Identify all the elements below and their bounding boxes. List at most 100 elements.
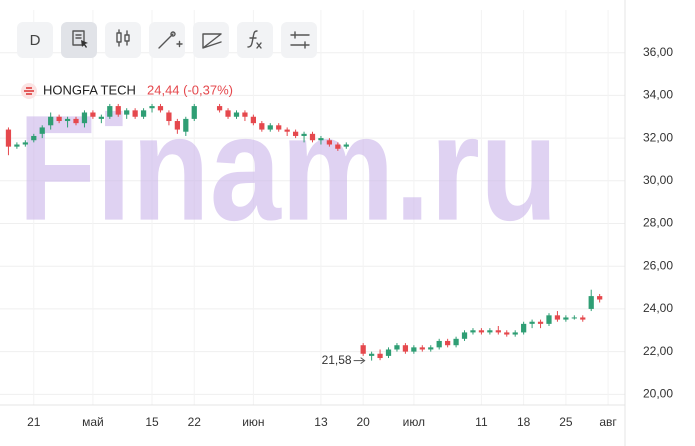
- candle-body: [56, 116, 62, 122]
- candle-body: [107, 106, 113, 117]
- candle-body: [132, 110, 138, 117]
- x-tick-label: 18: [517, 415, 531, 429]
- candle-body: [343, 144, 349, 147]
- candle-body: [309, 133, 316, 141]
- candle-body: [580, 317, 586, 320]
- candle-body: [563, 317, 569, 320]
- candle-body: [14, 144, 20, 147]
- fib-icon: [202, 33, 222, 49]
- candle-body: [174, 121, 180, 130]
- watermark: Finam.ru: [18, 84, 558, 252]
- ticker-name: HONGFA TECH: [43, 82, 136, 97]
- candle-body: [216, 106, 223, 111]
- candle-body: [124, 110, 130, 115]
- candle-body: [301, 133, 307, 136]
- candle-body: [166, 112, 172, 122]
- candle-body: [445, 340, 451, 346]
- candle-body: [436, 340, 442, 348]
- candle-body: [98, 116, 104, 119]
- candle-body: [495, 330, 501, 333]
- candle-body: [140, 110, 147, 117]
- fib-button[interactable]: [193, 22, 229, 58]
- candle-body: [419, 347, 425, 350]
- y-tick-label: 26,00: [643, 258, 673, 272]
- x-tick-label: 15: [145, 415, 159, 429]
- y-tick-label: 28,00: [643, 216, 673, 230]
- candle-body: [259, 123, 265, 130]
- candle-body: [276, 125, 282, 130]
- candle-body: [461, 332, 468, 339]
- candle-body: [394, 345, 400, 350]
- y-tick-label: 24,00: [643, 301, 673, 315]
- candle-body: [385, 349, 392, 356]
- x-tick-label: 13: [314, 415, 328, 429]
- x-tick-label: 20: [356, 415, 370, 429]
- indicators-icon: [247, 30, 262, 49]
- candle-body: [428, 347, 434, 350]
- low-arrow-head: [360, 357, 366, 364]
- candle-body: [478, 330, 485, 333]
- grid-layer: [0, 10, 625, 405]
- candle-body: [360, 345, 366, 354]
- candle-body: [529, 321, 535, 324]
- candle-body: [225, 110, 231, 117]
- candles: 21,58: [5, 103, 603, 367]
- interval-button[interactable]: [17, 22, 53, 58]
- candle-body: [554, 315, 561, 320]
- candle-body: [31, 135, 37, 141]
- toolbar: D: [17, 22, 317, 58]
- x-tick-label: 22: [188, 415, 202, 429]
- candle-body: [326, 140, 333, 145]
- candle-body: [470, 330, 476, 333]
- candle-body: [588, 296, 594, 309]
- y-tick-label: 34,00: [643, 88, 673, 102]
- settings-button[interactable]: [281, 22, 317, 58]
- candle-body: [183, 118, 189, 132]
- candle-body: [318, 138, 324, 141]
- ticker-logo-mark: [24, 87, 34, 95]
- interval-label: D: [30, 32, 41, 49]
- y-tick-label: 20,00: [643, 386, 673, 400]
- candle-body: [453, 338, 459, 346]
- candle-body: [233, 112, 240, 117]
- candle-body: [292, 131, 299, 136]
- candle-body: [537, 321, 544, 324]
- candle-body: [149, 106, 155, 109]
- candle-body: [402, 345, 409, 352]
- y-tick-label: 36,00: [643, 45, 673, 59]
- candle-body: [546, 315, 552, 324]
- x-tick-label: 21: [27, 415, 41, 429]
- x-tick-label: июн: [242, 415, 264, 429]
- candle-body: [571, 317, 577, 319]
- candle-body: [90, 112, 96, 117]
- legend: HONGFA TECH 24,44 (-0,37%): [21, 82, 233, 99]
- candle-body: [191, 106, 197, 119]
- x-tick-label: авг: [599, 415, 617, 429]
- settings-icon: [290, 31, 310, 49]
- candle-body: [73, 118, 79, 124]
- drawing-button[interactable]: [61, 22, 97, 58]
- candle-body: [48, 116, 54, 126]
- candle-body: [39, 127, 45, 134]
- line-tool-icon: [158, 31, 183, 49]
- candle-body: [157, 106, 164, 111]
- y-tick-label: 30,00: [643, 173, 673, 187]
- candle-body: [521, 323, 527, 333]
- candle-body: [22, 142, 28, 145]
- cursor-icon: [81, 40, 88, 48]
- candle-body: [487, 330, 493, 333]
- candle-body: [115, 106, 121, 115]
- indicators-button[interactable]: [237, 22, 273, 58]
- y-tick-label: 22,00: [643, 344, 673, 358]
- candle-body: [377, 353, 383, 359]
- candle-body: [81, 112, 88, 124]
- candle-body: [5, 129, 12, 147]
- candle-body: [242, 112, 248, 117]
- candles-button[interactable]: [105, 22, 141, 58]
- candle-body: [512, 332, 518, 335]
- x-tick-label: 25: [559, 415, 573, 429]
- candles-icon: [116, 29, 130, 47]
- x-tick-label: май: [82, 415, 104, 429]
